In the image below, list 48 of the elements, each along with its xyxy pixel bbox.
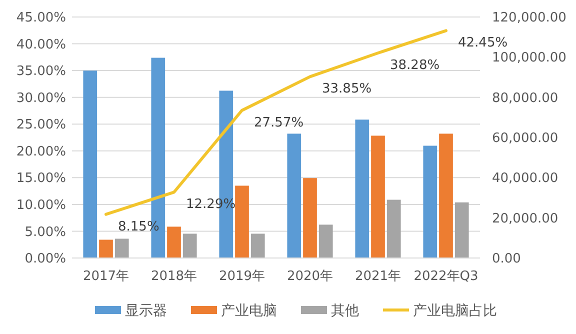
legend-label: 产业电脑 bbox=[221, 302, 277, 319]
x-tick-label: 2021年 bbox=[354, 269, 402, 284]
bar bbox=[114, 238, 129, 258]
x-tick-label: 2019年 bbox=[218, 269, 266, 284]
bar bbox=[303, 178, 317, 258]
bar bbox=[182, 234, 197, 258]
data-label: 42.45% bbox=[458, 36, 508, 51]
bar bbox=[371, 136, 385, 258]
y2-tick-label: 80,000.00 bbox=[492, 90, 558, 106]
y2-tick-label: 100,000.00 bbox=[492, 50, 566, 66]
y-tick-label: 10.00% bbox=[16, 198, 66, 213]
bar bbox=[287, 134, 302, 258]
x-tick-label: 2020年 bbox=[286, 269, 334, 284]
x-tick-label: 2017年 bbox=[82, 269, 130, 284]
y2-tick-label: 60,000.00 bbox=[492, 131, 558, 146]
y2-tick-label: 0.00 bbox=[492, 252, 521, 267]
y-tick-label: 40.00% bbox=[16, 37, 66, 52]
bar bbox=[83, 70, 98, 258]
bar bbox=[454, 202, 469, 258]
y2-tick-label: 120,000.00 bbox=[492, 10, 566, 26]
bar bbox=[167, 226, 181, 258]
y-tick-label: 35.00% bbox=[16, 64, 66, 80]
y-tick-label: 15.00% bbox=[16, 171, 66, 186]
y-tick-label: 20.00% bbox=[16, 144, 66, 160]
data-label: 27.57% bbox=[254, 115, 304, 130]
bar bbox=[423, 146, 438, 258]
legend-label: 其他 bbox=[331, 302, 359, 319]
bar bbox=[235, 186, 249, 258]
line-series bbox=[104, 29, 448, 216]
x-tick-label: 2022年Q3 bbox=[414, 269, 478, 284]
y-tick-label: 5.00% bbox=[24, 224, 66, 240]
bar bbox=[250, 234, 265, 258]
y-tick-label: 30.00% bbox=[16, 90, 66, 106]
y-tick-label: 25.00% bbox=[16, 118, 66, 133]
y-tick-label: 45.00% bbox=[16, 10, 66, 26]
y2-tick-label: 40,000.00 bbox=[492, 171, 558, 186]
y2-tick-label: 20,000.00 bbox=[492, 211, 558, 226]
bar bbox=[318, 224, 333, 258]
bar bbox=[99, 240, 113, 258]
bar bbox=[439, 134, 453, 258]
x-tick-label: 2018年 bbox=[150, 269, 198, 284]
bar bbox=[355, 120, 370, 258]
bar bbox=[386, 200, 401, 258]
legend-label: 显示器 bbox=[125, 302, 167, 319]
legend-label: 产业电脑占比 bbox=[413, 302, 497, 319]
y-tick-label: 0.00% bbox=[24, 252, 66, 267]
data-label: 33.85% bbox=[322, 82, 372, 97]
data-label: 38.28% bbox=[390, 58, 440, 73]
